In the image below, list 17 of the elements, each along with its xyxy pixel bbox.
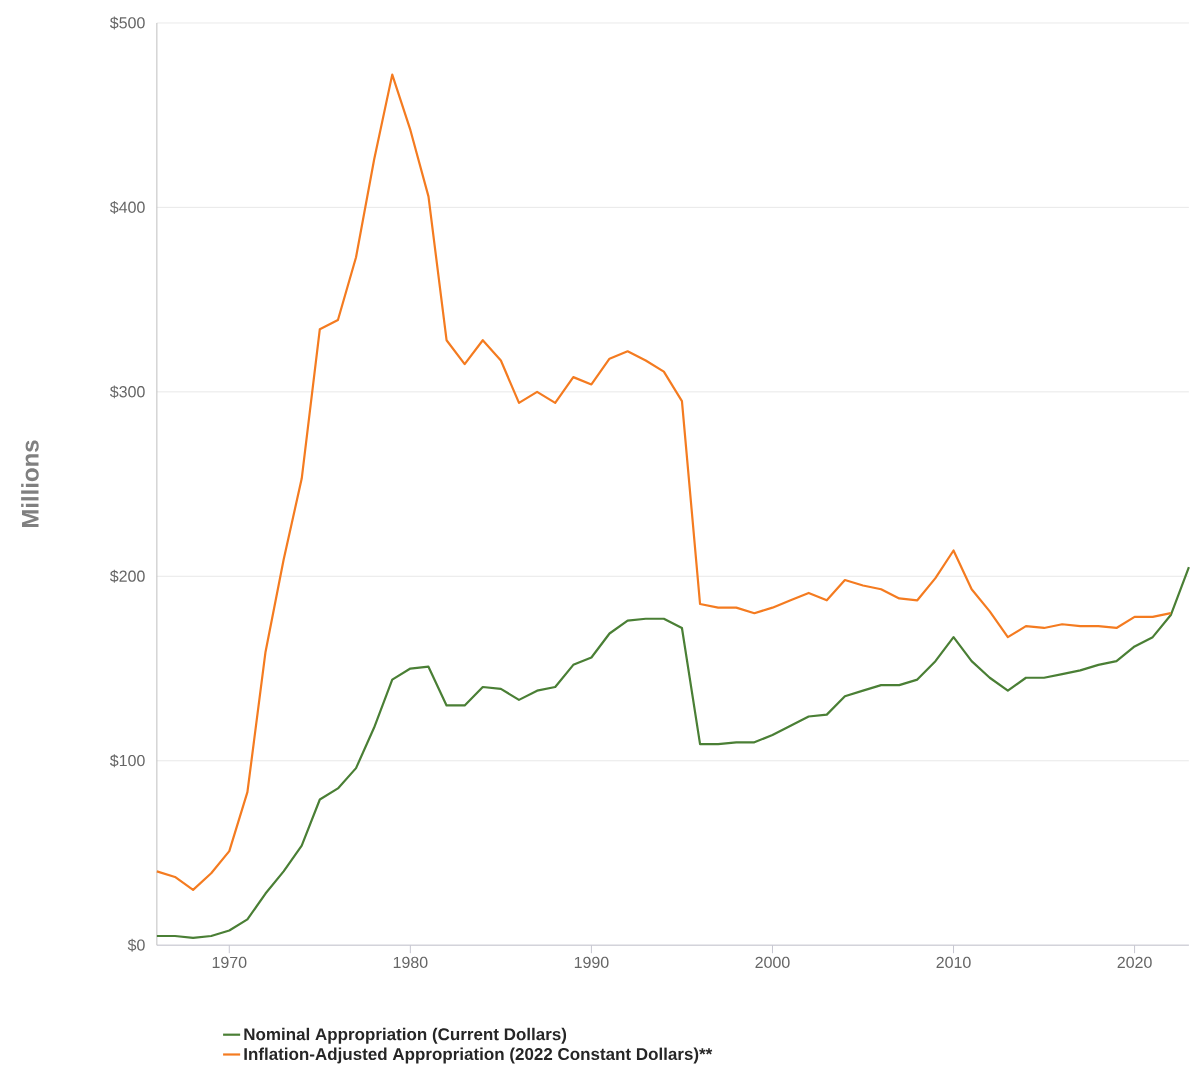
x-tick-label: 2020 [1117,956,1152,969]
y-axis-title: Millions [21,440,39,528]
y-tick-label: $400 [109,200,145,214]
line-series [155,565,1190,939]
y-tick-label: $500 [109,16,145,30]
x-tick-label: 1970 [212,956,247,969]
y-tick-label: $300 [109,385,145,399]
y-tick-label: $200 [109,569,145,583]
legend-label: Nominal Appropriation (Current Dollars) [244,1027,567,1044]
x-tick-label: 2000 [755,956,790,969]
x-tick-label: 2010 [936,956,971,969]
x-tick-label: 1980 [393,956,428,969]
y-tick-label: $100 [109,754,145,768]
legend-label: Inflation-Adjusted Appropriation (2022 Constant Dollars)** [244,1047,713,1064]
line-series [155,73,1172,891]
x-tick-label: 1990 [574,956,609,969]
y-tick-label: $0 [127,938,145,952]
